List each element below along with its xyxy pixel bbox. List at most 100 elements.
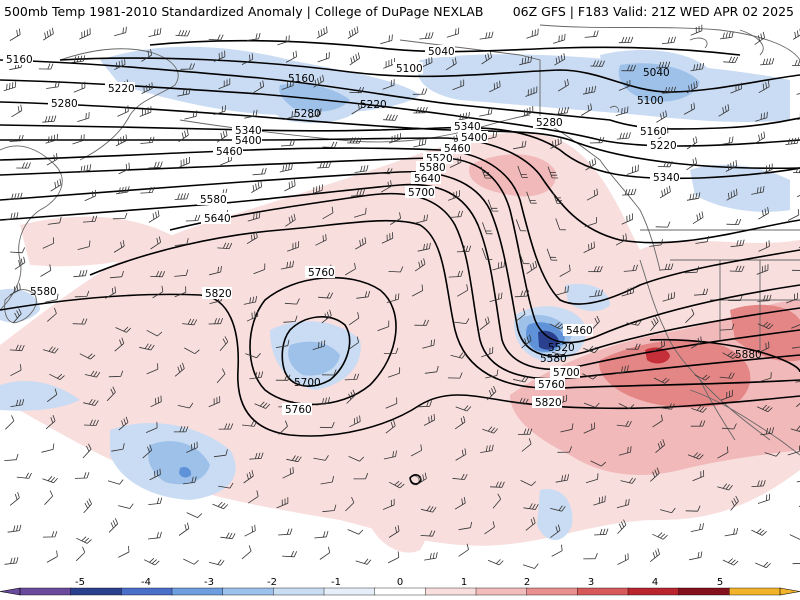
- wind-barb: [420, 56, 433, 68]
- wind-barb: [350, 189, 365, 197]
- wind-barb: [112, 212, 128, 220]
- colorbar-block: [171, 587, 224, 596]
- wind-barb: [381, 232, 394, 244]
- wind-barb: [583, 402, 600, 408]
- weather-map: 5040 5040 5100 5100 5160 5160 5160 5220 …: [0, 24, 800, 576]
- wind-barb: [479, 31, 494, 40]
- coastline-mexico: [689, 389, 800, 456]
- wind-barb: [139, 343, 155, 351]
- wind-barb: [756, 404, 773, 413]
- wind-barb: [247, 211, 261, 222]
- colorbar-block: [374, 587, 427, 596]
- wind-barb: [72, 134, 85, 145]
- wind-barb: [787, 209, 800, 221]
- wind-barb: [118, 416, 129, 431]
- anomaly-dark-blue-region: [538, 330, 559, 350]
- wind-barb: [521, 438, 532, 452]
- wind-barb: [315, 234, 327, 246]
- wind-barb: [353, 207, 367, 218]
- wind-barb: [8, 192, 23, 201]
- wind-barb: [216, 129, 228, 143]
- wind-barb: [649, 548, 660, 563]
- wind-barb: [586, 188, 598, 201]
- wind-barb: [547, 166, 559, 179]
- colorbar-block: [425, 587, 477, 596]
- wind-barb: [690, 420, 706, 427]
- wind-barb: [44, 490, 54, 505]
- wind-barb: [377, 320, 390, 332]
- wind-barb: [4, 212, 19, 221]
- wind-barb: [617, 553, 629, 565]
- wind-barb: [9, 283, 21, 296]
- wind-barb: [447, 372, 463, 379]
- wind-barb: [388, 266, 404, 273]
- wind-barb: [687, 452, 704, 460]
- wind-barb: [42, 476, 58, 484]
- wind-barb: [355, 558, 372, 565]
- wind-barb: [751, 480, 766, 487]
- wind-barb: [584, 216, 598, 227]
- wind-barb: [149, 468, 161, 481]
- wind-barb: [242, 420, 258, 427]
- wind-barb: [184, 110, 198, 120]
- wind-barb: [692, 211, 704, 225]
- wind-barb: [42, 237, 55, 249]
- wind-barb: [83, 398, 99, 406]
- wind-barb: [275, 339, 290, 348]
- wind-barb: [622, 188, 637, 196]
- wind-barb: [140, 136, 155, 144]
- wind-barb: [355, 237, 367, 250]
- wind-barb: [683, 102, 695, 115]
- wind-barb: [147, 531, 162, 540]
- wind-barb: [649, 239, 663, 247]
- wind-barb: [760, 163, 773, 175]
- wind-barb: [552, 191, 564, 204]
- wind-barb: [416, 472, 427, 486]
- wind-barb: [5, 415, 15, 430]
- wind-barb: [621, 64, 636, 72]
- wind-barb: [659, 403, 675, 410]
- wind-barb: [454, 416, 466, 430]
- wind-barb: [656, 110, 667, 123]
- wind-barb: [13, 308, 22, 323]
- wind-barb: [84, 419, 99, 426]
- wind-barbs: [3, 24, 800, 569]
- wind-barb: [414, 319, 430, 326]
- wind-barb: [457, 284, 469, 297]
- wind-barb: [452, 79, 465, 91]
- wind-barb: [555, 218, 566, 231]
- wind-barb: [726, 188, 738, 201]
- colorbar-block: [121, 587, 173, 596]
- wind-barb: [4, 557, 19, 565]
- wind-barb: [321, 369, 337, 376]
- wind-barb: [424, 365, 439, 374]
- colorbar-block: [577, 587, 629, 596]
- contour-label: 5640: [414, 173, 441, 185]
- wind-barb: [724, 527, 738, 537]
- contour-label: 5520: [548, 342, 575, 354]
- wind-barb: [720, 136, 734, 146]
- contour-label: 5880: [735, 349, 762, 361]
- contour-label: 5040: [428, 46, 455, 58]
- wind-barb: [385, 397, 398, 409]
- wind-barb: [659, 263, 674, 271]
- wind-barb: [118, 162, 130, 175]
- wind-barb: [659, 185, 671, 199]
- wind-barb: [345, 496, 355, 512]
- wind-barb: [183, 558, 199, 565]
- wind-barb: [730, 239, 745, 248]
- wind-barb: [796, 481, 800, 483]
- wind-barb: [650, 467, 660, 482]
- wind-barb: [717, 446, 729, 459]
- wind-barb: [243, 470, 254, 484]
- wind-barb: [489, 481, 505, 488]
- wind-barb: [618, 403, 635, 410]
- wind-barb: [479, 107, 493, 117]
- wind-barb: [685, 308, 695, 323]
- wind-barb: [285, 213, 296, 227]
- contour-label: 5760: [285, 404, 312, 416]
- wind-barb: [520, 480, 537, 486]
- colorbar-tick-label: -1: [331, 577, 341, 588]
- wind-barb: [347, 529, 364, 535]
- wind-barb: [320, 476, 334, 485]
